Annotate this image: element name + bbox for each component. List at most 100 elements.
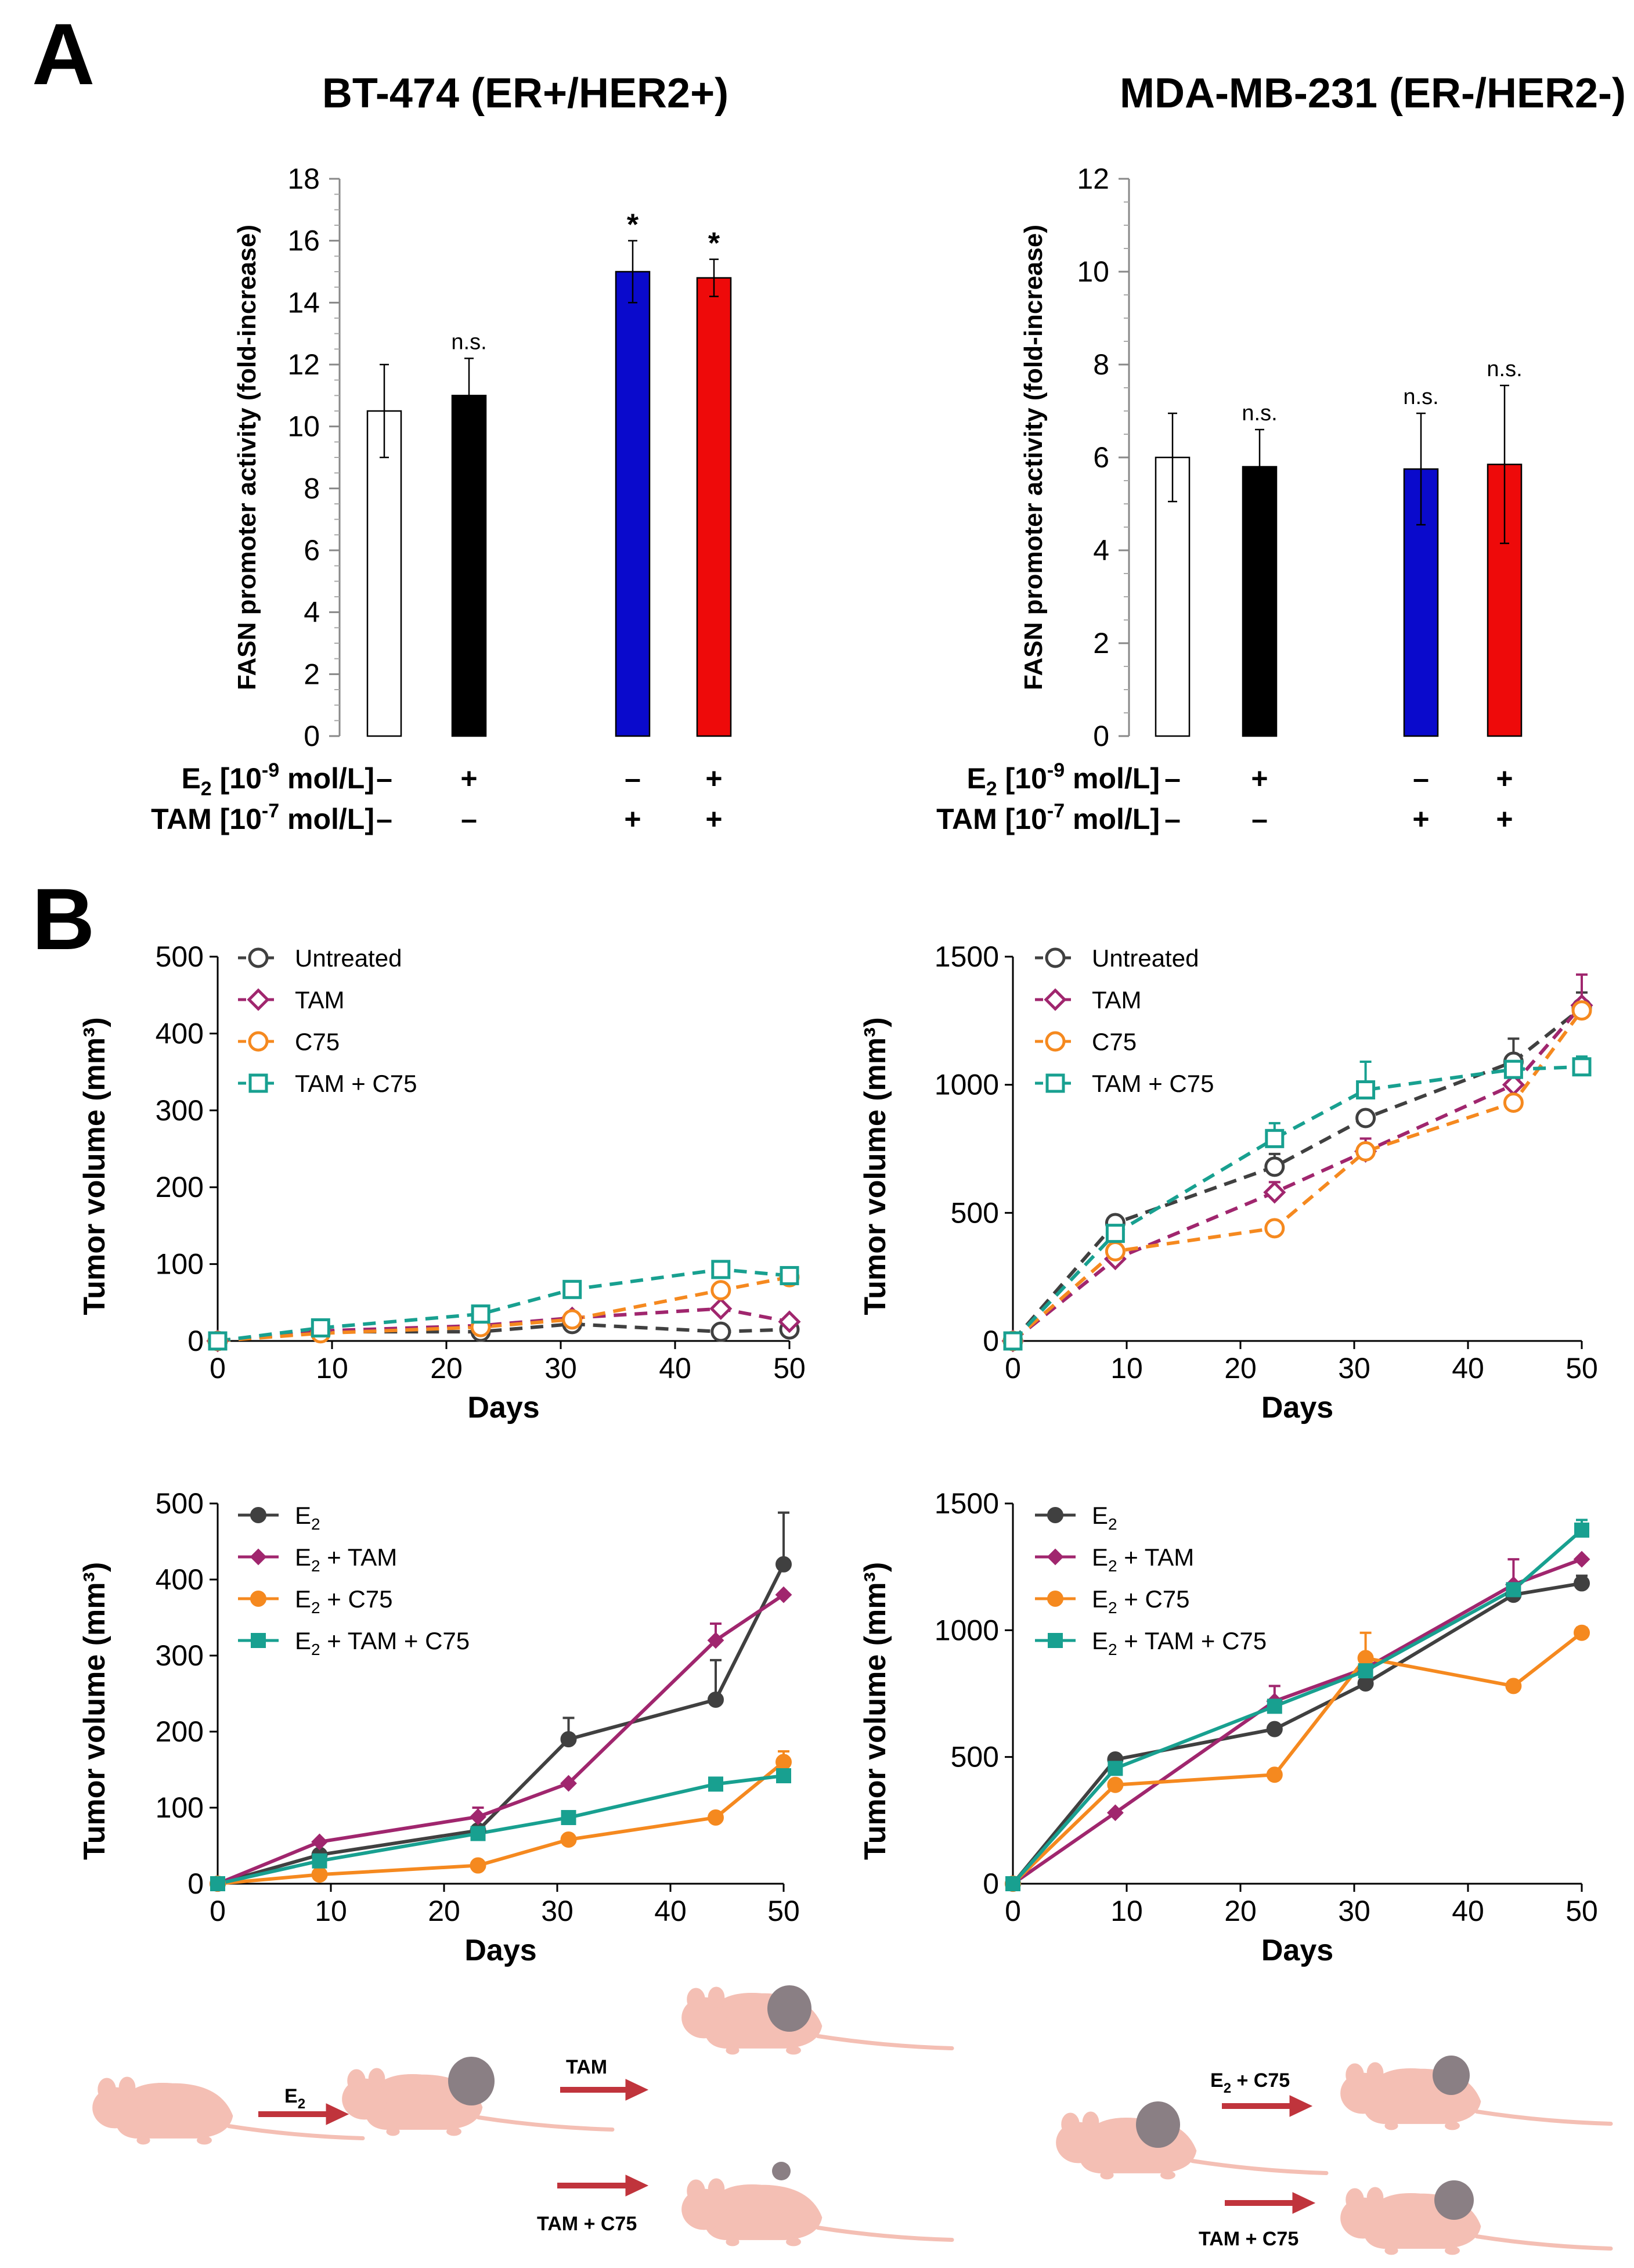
arrow-2 xyxy=(560,2079,649,2101)
x-tick-label: 10 xyxy=(1110,1895,1143,1927)
y-tick-label: 0 xyxy=(304,720,320,752)
legend-marker xyxy=(1045,947,1066,968)
x-tick-label: 40 xyxy=(654,1895,687,1927)
y-axis-label: Tumor volume (mm³) xyxy=(859,1562,892,1860)
x-tick-label: 0 xyxy=(210,1352,226,1384)
x-tick-label: 40 xyxy=(659,1352,691,1384)
data-point xyxy=(1356,1080,1376,1099)
series-line xyxy=(1011,1006,1583,1342)
series-line xyxy=(217,1563,785,1885)
data-point xyxy=(311,1318,330,1337)
x-tick-label: 10 xyxy=(315,1895,347,1927)
legend-label: Untreated xyxy=(1092,944,1199,972)
data-point xyxy=(1358,1663,1373,1679)
y-tick-label: 1000 xyxy=(935,1069,999,1101)
legend-label: TAM xyxy=(295,986,345,1014)
legend-label: E2 + C75 xyxy=(1092,1585,1190,1617)
y-tick-label: 500 xyxy=(156,940,204,973)
data-point xyxy=(1264,1156,1285,1177)
e2-row-label: E2 [10-9 mol/L] xyxy=(181,759,374,800)
y-tick-label: 2 xyxy=(304,658,320,690)
tumor-volume-chart-4: 0 500 1000 1500 0 10 20 30 40 50 Days Tumor volume … xyxy=(859,1487,1598,1967)
bar xyxy=(696,277,732,737)
tumor-volume-chart-1: 0 100 200 300 400 500 0 10 20 30 40 50 Days Tumor vol… xyxy=(78,940,806,1425)
y-axis-label: Tumor volume (mm³) xyxy=(78,1017,111,1315)
bar xyxy=(451,395,487,737)
x-axis-label: Days xyxy=(1261,1391,1333,1425)
legend-marker xyxy=(251,1633,266,1648)
series-line xyxy=(217,1774,784,1885)
data-point xyxy=(561,1810,576,1826)
data-point xyxy=(1503,1092,1524,1113)
e2-row-label-right: E2 [10-9 mol/L] xyxy=(966,759,1160,800)
data-point xyxy=(1263,1181,1286,1204)
bar xyxy=(615,271,651,737)
data-point xyxy=(1265,1128,1285,1148)
legend-label: C75 xyxy=(295,1028,340,1055)
legend-label: E2 + TAM xyxy=(1092,1544,1194,1575)
data-point xyxy=(471,1304,490,1324)
x-tick-label: 0 xyxy=(210,1895,226,1927)
schema-right: E2 + C75 TAM + C75 xyxy=(1056,2056,1611,2255)
legend-label: TAM + C75 xyxy=(1092,1070,1214,1097)
mouse-illustration-1 xyxy=(93,2077,363,2144)
legend-marker xyxy=(1045,1031,1066,1052)
y-tick-label: 2 xyxy=(1093,627,1109,659)
mda231-bar-chart: MDA-MB-231 (ER-/HER2-) 0 2 4 6 8 10 12 FASN prom… xyxy=(1019,70,1626,752)
legend-label: Untreated xyxy=(295,944,402,972)
legend-marker xyxy=(1044,988,1067,1011)
x-tick-label: 30 xyxy=(541,1895,573,1927)
bar xyxy=(1155,456,1191,737)
mouse-illustration-7 xyxy=(1341,2187,1611,2255)
x-tick-label: 0 xyxy=(1005,1352,1021,1384)
y-tick-label: 300 xyxy=(156,1639,204,1672)
series-line xyxy=(1011,1581,1582,1885)
y-tick-label: 4 xyxy=(304,596,320,629)
schema-label-e2: E2 xyxy=(284,2085,305,2112)
cond-r-e2-3: – xyxy=(1413,762,1429,795)
chart-title: BT-474 (ER+/HER2+) xyxy=(322,70,728,117)
y-tick-label: 10 xyxy=(1077,255,1109,288)
legend-marker xyxy=(250,1591,266,1607)
tumor-5 xyxy=(1433,2056,1470,2095)
y-axis-label: FASN promoter activity (fold-increase) xyxy=(233,225,261,690)
data-point xyxy=(776,1768,791,1783)
y-tick-label: 14 xyxy=(287,286,320,319)
bar xyxy=(366,410,402,737)
data-point xyxy=(1574,1522,1589,1538)
data-point xyxy=(311,1833,328,1851)
y-tick-label: 6 xyxy=(304,534,320,567)
tam-row-label-right: TAM [10-7 mol/L] xyxy=(936,800,1160,835)
legend-marker xyxy=(1047,1591,1063,1607)
arrow-1 xyxy=(258,2103,349,2125)
legend-marker xyxy=(1047,1507,1063,1523)
data-point xyxy=(1503,1059,1523,1079)
data-point xyxy=(775,1754,792,1771)
x-tick-label: 50 xyxy=(767,1895,800,1927)
series-line xyxy=(1012,1009,1583,1343)
cond-r-tam-1: – xyxy=(1164,803,1181,835)
data-point xyxy=(710,1280,731,1301)
significance-label: n.s. xyxy=(451,330,486,354)
data-point xyxy=(1106,1804,1124,1822)
data-point xyxy=(1267,1699,1282,1714)
data-point xyxy=(470,1857,486,1874)
y-tick-label: 100 xyxy=(156,1248,204,1281)
data-point xyxy=(1574,1624,1590,1641)
bar xyxy=(1242,466,1278,737)
y-tick-label: 100 xyxy=(156,1791,204,1824)
data-point xyxy=(1505,1678,1522,1694)
y-tick-label: 6 xyxy=(1093,441,1109,474)
schema-label-tam-c75-right: TAM + C75 xyxy=(1199,2228,1298,2250)
legend-marker xyxy=(247,988,270,1011)
legend-label: TAM xyxy=(1092,986,1142,1014)
cond-tam-1: – xyxy=(376,803,392,835)
y-tick-label: 300 xyxy=(156,1094,204,1127)
x-tick-label: 20 xyxy=(428,1895,460,1927)
data-point xyxy=(470,1808,486,1826)
legend-marker xyxy=(1048,1633,1063,1648)
x-tick-label: 40 xyxy=(1452,1895,1484,1927)
data-point xyxy=(707,1632,724,1649)
significance-label: * xyxy=(627,208,639,242)
